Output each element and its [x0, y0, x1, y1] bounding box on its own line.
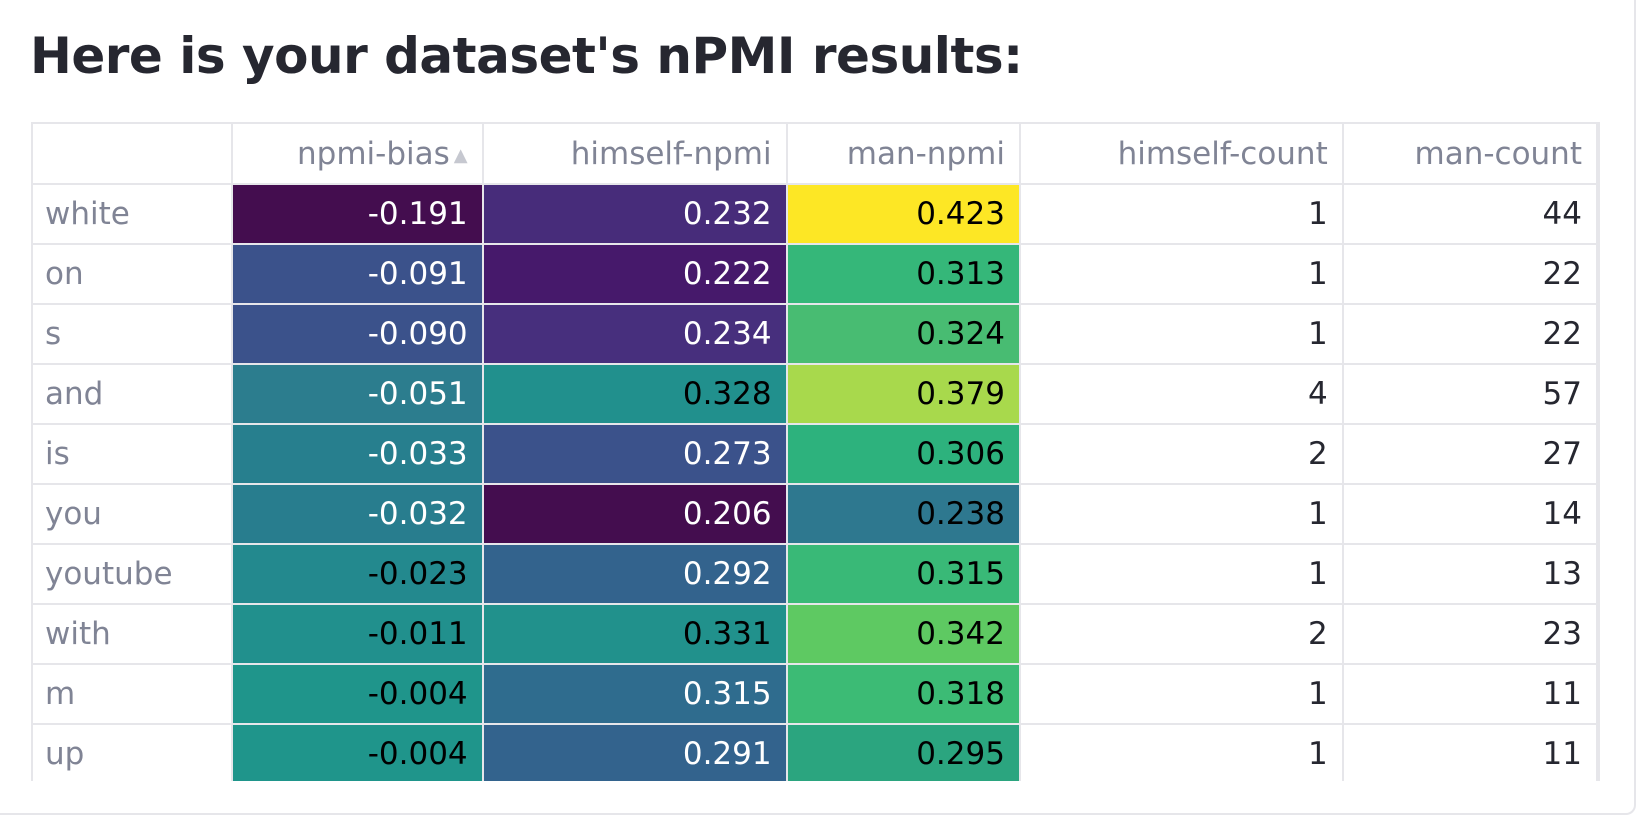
table-cell-npmi-bias[interactable]: -0.051 — [232, 364, 484, 425]
table-cell-man-count[interactable]: 44 — [1342, 184, 1598, 245]
table-cell-man-npmi[interactable]: 0.379 — [786, 364, 1021, 425]
table-header-row: npmi-bias ▲ himself-npmi man-npmi himself… — [33, 124, 1598, 185]
table-cell-himself-npmi[interactable]: 0.291 — [482, 724, 788, 781]
table-cell-himself-npmi[interactable]: 0.234 — [482, 304, 788, 365]
table-cell-himself-count[interactable]: 1 — [1019, 724, 1344, 781]
table-row: youtube -0.023 0.292 0.315 1 13 — [33, 544, 1598, 605]
table-cell-npmi-bias[interactable]: -0.191 — [232, 184, 484, 245]
table-cell-himself-npmi[interactable]: 0.273 — [482, 424, 788, 485]
table-cell-himself-count[interactable]: 4 — [1019, 364, 1344, 425]
column-header-label: himself-npmi — [570, 135, 772, 172]
table-cell-man-count[interactable]: 13 — [1342, 544, 1598, 605]
table-cell-man-npmi[interactable]: 0.423 — [786, 184, 1021, 245]
column-header-himself-count[interactable]: himself-count — [1019, 124, 1344, 185]
table-cell-man-npmi[interactable]: 0.315 — [786, 544, 1021, 605]
table-cell-man-count[interactable]: 14 — [1342, 484, 1598, 545]
row-index-term[interactable]: up — [33, 724, 234, 781]
table-cell-himself-npmi[interactable]: 0.331 — [482, 604, 788, 665]
table-cell-man-npmi[interactable]: 0.324 — [786, 304, 1021, 365]
npmi-results-table-container[interactable]: npmi-bias ▲ himself-npmi man-npmi himself… — [31, 122, 1600, 781]
table-cell-npmi-bias[interactable]: -0.004 — [232, 664, 484, 725]
table-cell-himself-count[interactable]: 1 — [1019, 244, 1344, 305]
column-header-label: himself-count — [1117, 135, 1328, 172]
table-cell-npmi-bias[interactable]: -0.011 — [232, 604, 484, 665]
row-index-term[interactable]: youtube — [33, 544, 234, 605]
table-cell-man-count[interactable]: 57 — [1342, 364, 1598, 425]
table-row: s -0.090 0.234 0.324 1 22 — [33, 304, 1598, 365]
table-row: and -0.051 0.328 0.379 4 57 — [33, 364, 1598, 425]
row-index-term[interactable]: you — [33, 484, 234, 545]
table-cell-npmi-bias[interactable]: -0.091 — [232, 244, 484, 305]
table-cell-himself-count[interactable]: 1 — [1019, 664, 1344, 725]
table-cell-man-count[interactable]: 23 — [1342, 604, 1598, 665]
row-index-term[interactable]: m — [33, 664, 234, 725]
table-cell-himself-npmi[interactable]: 0.292 — [482, 544, 788, 605]
table-cell-himself-count[interactable]: 1 — [1019, 304, 1344, 365]
table-row: up -0.004 0.291 0.295 1 11 — [33, 724, 1598, 781]
table-cell-npmi-bias[interactable]: -0.032 — [232, 484, 484, 545]
table-row: m -0.004 0.315 0.318 1 11 — [33, 664, 1598, 725]
sort-ascending-icon: ▲ — [453, 144, 468, 166]
table-cell-man-npmi[interactable]: 0.306 — [786, 424, 1021, 485]
column-header-man-npmi[interactable]: man-npmi — [786, 124, 1021, 185]
table-cell-man-count[interactable]: 22 — [1342, 244, 1598, 305]
table-cell-man-count[interactable]: 22 — [1342, 304, 1598, 365]
column-header-man-count[interactable]: man-count — [1342, 124, 1598, 185]
row-index-term[interactable]: on — [33, 244, 234, 305]
table-cell-himself-count[interactable]: 2 — [1019, 604, 1344, 665]
table-row: with -0.011 0.331 0.342 2 23 — [33, 604, 1598, 665]
table-cell-himself-count[interactable]: 1 — [1019, 184, 1344, 245]
table-cell-npmi-bias[interactable]: -0.023 — [232, 544, 484, 605]
table-cell-npmi-bias[interactable]: -0.033 — [232, 424, 484, 485]
table-cell-himself-npmi[interactable]: 0.222 — [482, 244, 788, 305]
row-index-term[interactable]: s — [33, 304, 234, 365]
table-row: on -0.091 0.222 0.313 1 22 — [33, 244, 1598, 305]
index-header — [33, 124, 234, 185]
row-index-term[interactable]: and — [33, 364, 234, 425]
column-header-npmi-bias[interactable]: npmi-bias ▲ — [232, 124, 484, 185]
table-cell-man-count[interactable]: 11 — [1342, 664, 1598, 725]
npmi-results-table: npmi-bias ▲ himself-npmi man-npmi himself… — [33, 124, 1598, 781]
table-cell-man-count[interactable]: 11 — [1342, 724, 1598, 781]
table-cell-man-npmi[interactable]: 0.313 — [786, 244, 1021, 305]
table-cell-himself-npmi[interactable]: 0.328 — [482, 364, 788, 425]
table-cell-man-npmi[interactable]: 0.318 — [786, 664, 1021, 725]
column-header-himself-npmi[interactable]: himself-npmi — [482, 124, 788, 185]
table-cell-himself-npmi[interactable]: 0.232 — [482, 184, 788, 245]
table-row: you -0.032 0.206 0.238 1 14 — [33, 484, 1598, 545]
table-row: is -0.033 0.273 0.306 2 27 — [33, 424, 1598, 485]
row-index-term[interactable]: is — [33, 424, 234, 485]
table-row: white -0.191 0.232 0.423 1 44 — [33, 184, 1598, 245]
row-index-term[interactable]: white — [33, 184, 234, 245]
row-index-term[interactable]: with — [33, 604, 234, 665]
table-cell-npmi-bias[interactable]: -0.090 — [232, 304, 484, 365]
column-header-label: npmi-bias — [297, 135, 450, 172]
table-cell-man-count[interactable]: 27 — [1342, 424, 1598, 485]
column-header-label: man-npmi — [846, 135, 1005, 172]
page-title: Here is your dataset's nPMI results: — [30, 27, 1023, 85]
table-cell-man-npmi[interactable]: 0.342 — [786, 604, 1021, 665]
table-cell-himself-count[interactable]: 1 — [1019, 484, 1344, 545]
table-cell-man-npmi[interactable]: 0.238 — [786, 484, 1021, 545]
table-cell-himself-npmi[interactable]: 0.206 — [482, 484, 788, 545]
table-cell-himself-npmi[interactable]: 0.315 — [482, 664, 788, 725]
table-cell-himself-count[interactable]: 1 — [1019, 544, 1344, 605]
table-cell-man-npmi[interactable]: 0.295 — [786, 724, 1021, 781]
table-cell-npmi-bias[interactable]: -0.004 — [232, 724, 484, 781]
table-cell-himself-count[interactable]: 2 — [1019, 424, 1344, 485]
column-header-label: man-count — [1414, 135, 1583, 172]
